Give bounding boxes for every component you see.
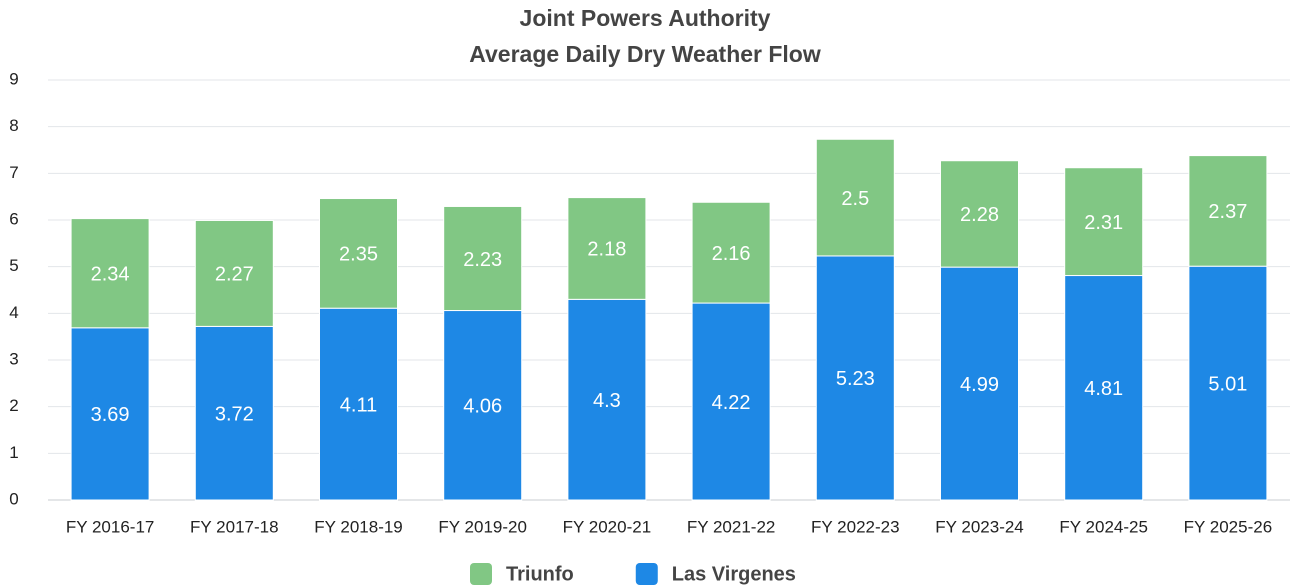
bar-segment bbox=[194, 325, 274, 501]
data-label: 4.3 bbox=[593, 390, 621, 412]
x-tick-label: FY 2025-26 bbox=[1184, 517, 1273, 536]
data-label: 4.11 bbox=[340, 394, 377, 416]
data-label: 2.34 bbox=[91, 263, 130, 285]
data-label: 4.22 bbox=[712, 392, 751, 414]
data-label: 4.06 bbox=[463, 396, 502, 418]
chart-subtitle: Average Daily Dry Weather Flow bbox=[469, 41, 821, 67]
x-tick-label: FY 2018-19 bbox=[314, 517, 403, 536]
data-label: 5.23 bbox=[836, 368, 875, 390]
bar-segment bbox=[567, 298, 647, 501]
y-tick-label: 8 bbox=[9, 116, 18, 135]
y-tick-label: 1 bbox=[9, 443, 18, 462]
data-label: 2.18 bbox=[587, 239, 626, 261]
bar-segment bbox=[567, 197, 647, 300]
bar-segment bbox=[691, 302, 771, 501]
x-tick-label: FY 2017-18 bbox=[190, 517, 279, 536]
y-tick-label: 0 bbox=[9, 489, 18, 508]
bar-segment bbox=[70, 218, 150, 329]
bar-segment bbox=[691, 201, 771, 304]
data-label: 3.69 bbox=[91, 404, 130, 426]
x-tick-label: FY 2024-25 bbox=[1059, 517, 1148, 536]
y-tick-label: 4 bbox=[9, 303, 18, 322]
legend-label: Triunfo bbox=[506, 563, 574, 585]
bar-segment bbox=[319, 198, 398, 309]
data-label: 2.23 bbox=[463, 249, 502, 271]
bar-segment bbox=[815, 255, 895, 501]
bar-segment bbox=[319, 307, 398, 501]
data-label: 2.31 bbox=[1084, 212, 1123, 234]
data-label: 3.72 bbox=[215, 403, 254, 425]
data-label: 2.5 bbox=[841, 188, 869, 210]
y-tick-label: 2 bbox=[9, 396, 18, 415]
bar-segment bbox=[443, 310, 523, 501]
bar-segment bbox=[1188, 155, 1268, 267]
data-label: 4.81 bbox=[1084, 378, 1123, 400]
y-tick-label: 5 bbox=[9, 256, 18, 275]
x-tick-label: FY 2022-23 bbox=[811, 517, 900, 536]
x-tick-label: FY 2021-22 bbox=[687, 517, 776, 536]
bar-segment bbox=[1064, 275, 1144, 501]
bar-segment bbox=[940, 160, 1019, 268]
y-tick-label: 3 bbox=[9, 349, 18, 368]
data-label: 5.01 bbox=[1208, 373, 1247, 395]
bar-segment bbox=[1188, 265, 1268, 501]
data-label: 4.99 bbox=[960, 374, 999, 396]
x-tick-label: FY 2020-21 bbox=[563, 517, 652, 536]
legend-swatch bbox=[470, 563, 492, 585]
data-label: 2.16 bbox=[712, 243, 751, 265]
y-tick-label: 9 bbox=[9, 69, 18, 88]
bar-segment bbox=[815, 138, 895, 257]
data-label: 2.35 bbox=[339, 244, 378, 266]
bar-segment bbox=[194, 219, 274, 327]
legend-label: Las Virgenes bbox=[672, 563, 796, 585]
chart-title: Joint Powers Authority bbox=[520, 5, 771, 31]
x-tick-label: FY 2016-17 bbox=[66, 517, 155, 536]
legend-swatch bbox=[635, 563, 658, 585]
data-label: 2.37 bbox=[1208, 201, 1247, 223]
y-tick-label: 6 bbox=[9, 209, 18, 228]
bar-segment bbox=[1064, 167, 1144, 277]
data-label: 2.28 bbox=[960, 204, 999, 226]
x-tick-label: FY 2019-20 bbox=[438, 517, 527, 536]
y-tick-label: 7 bbox=[9, 163, 18, 182]
x-tick-label: FY 2023-24 bbox=[935, 517, 1024, 536]
bar-segment bbox=[443, 205, 523, 312]
data-label: 2.27 bbox=[215, 264, 254, 286]
